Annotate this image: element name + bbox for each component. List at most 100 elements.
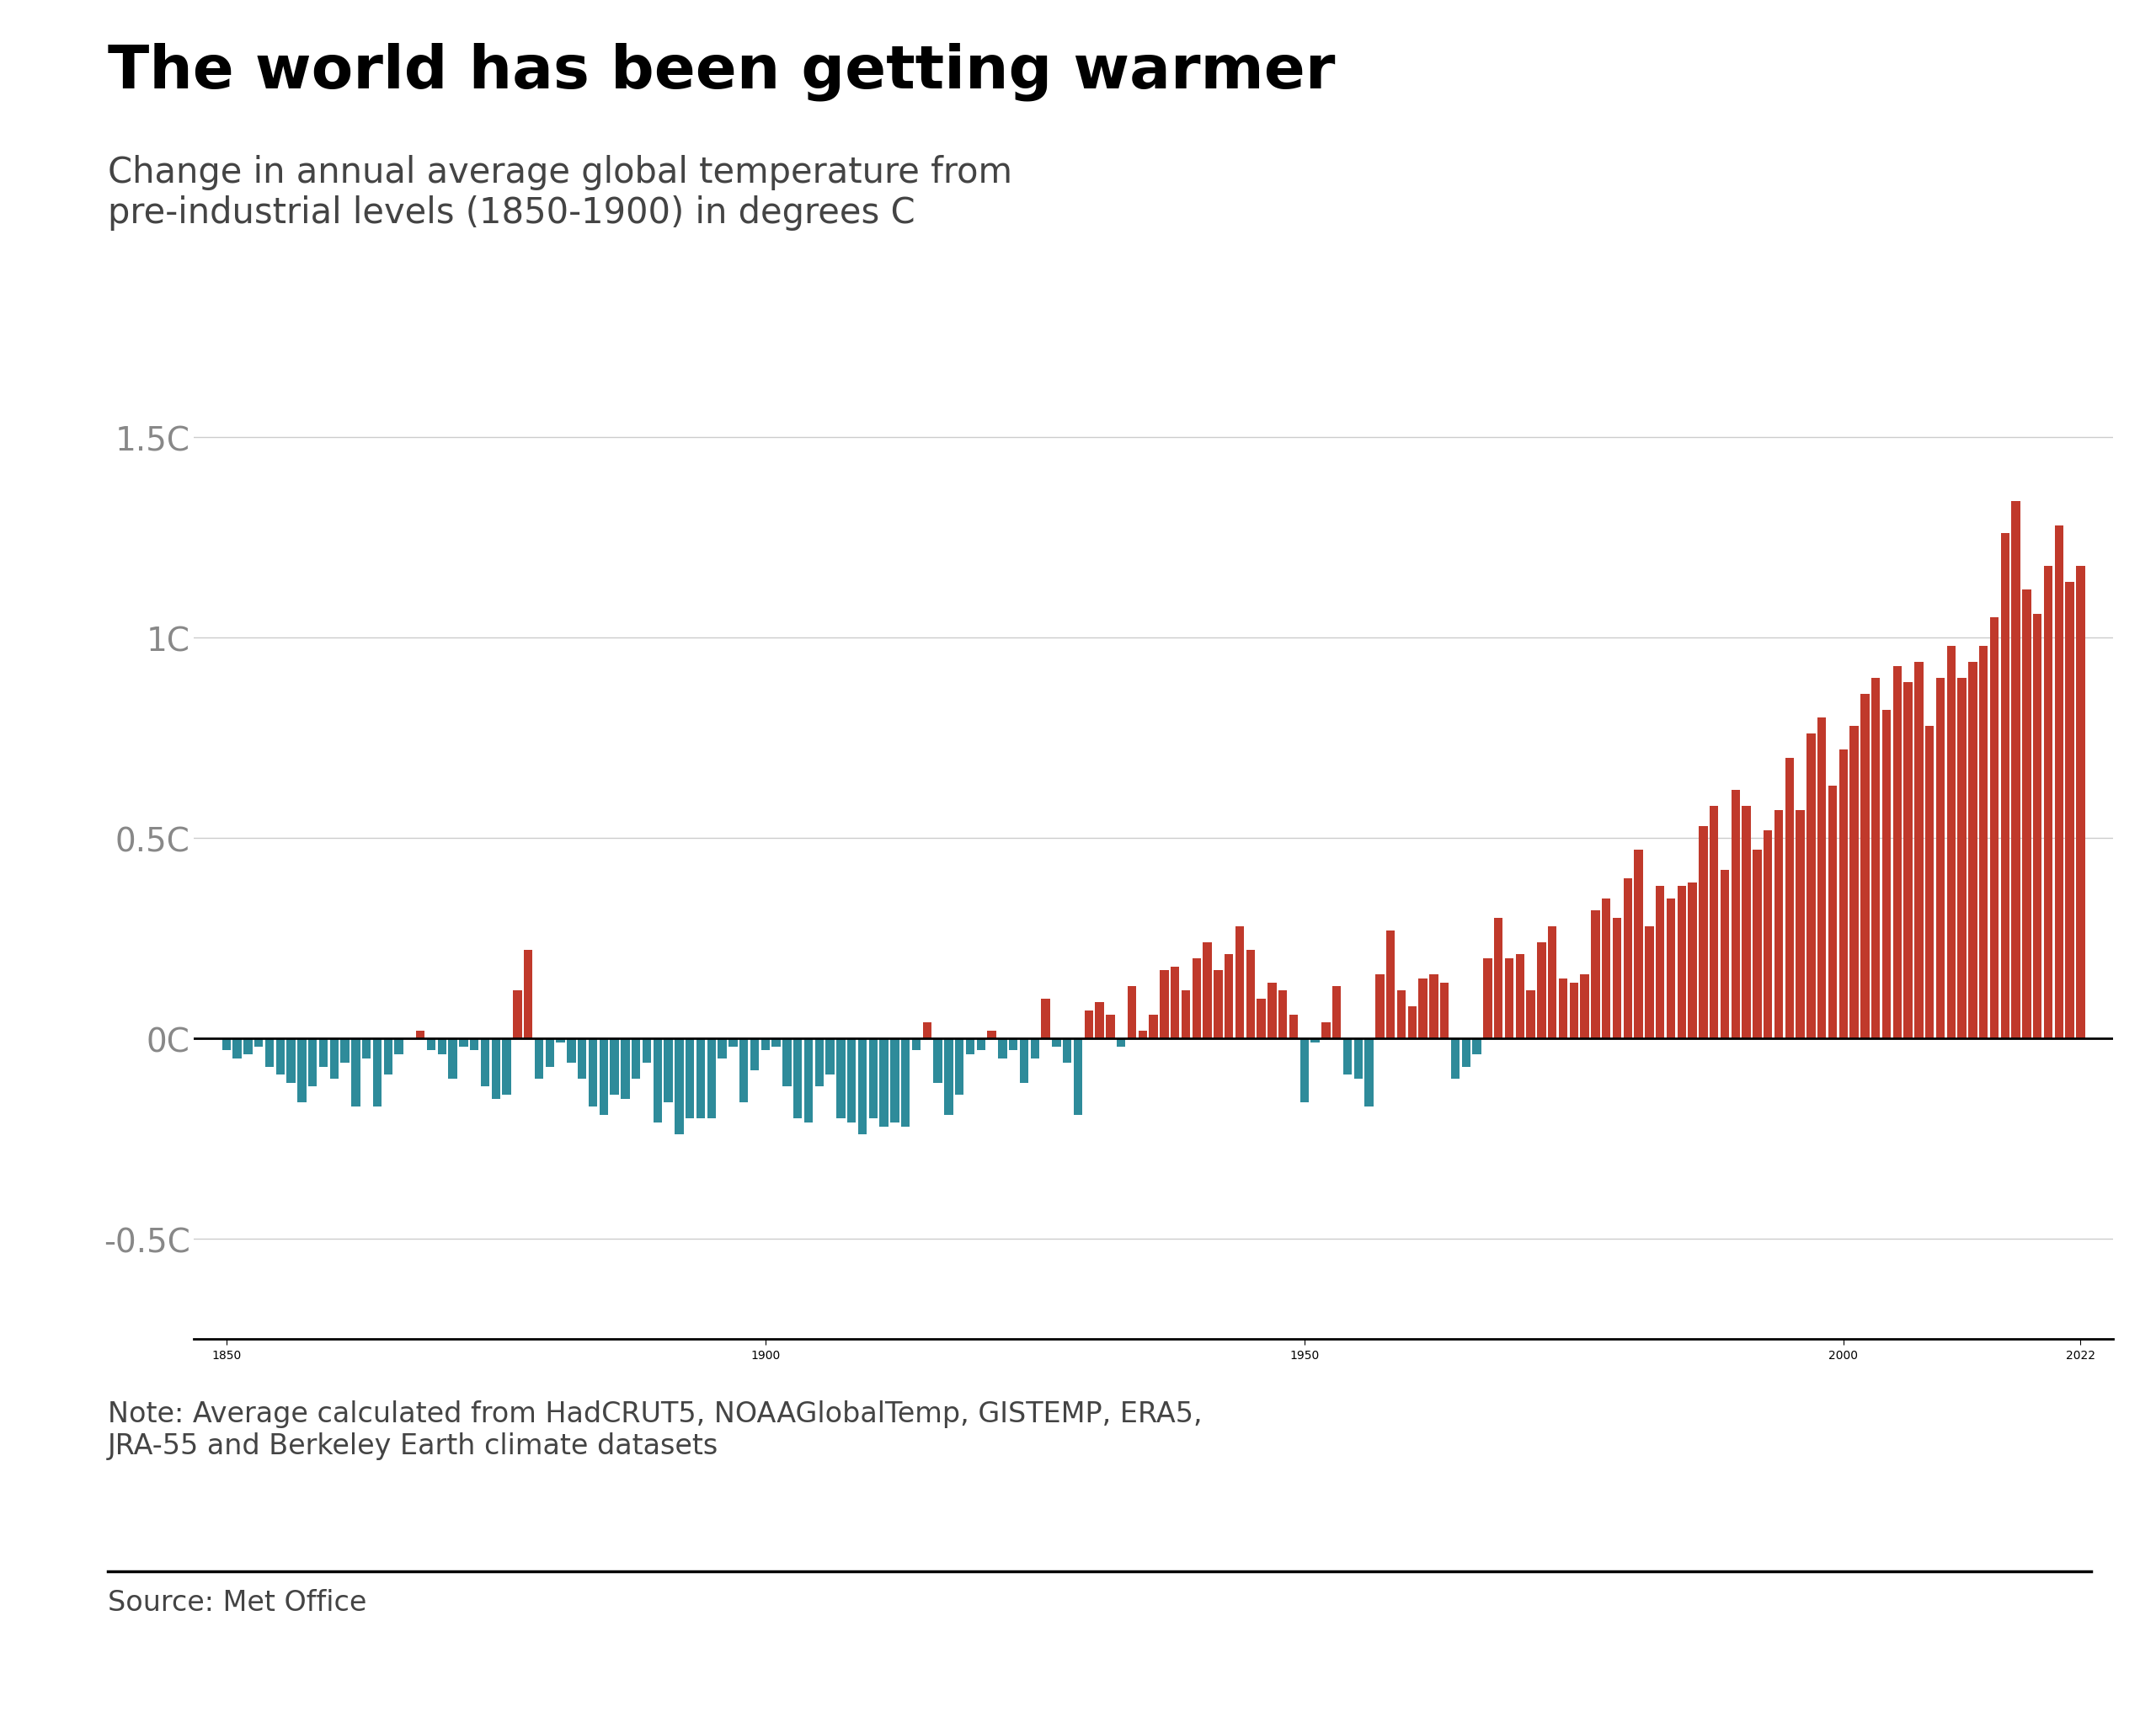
Bar [2001,534,2009,1039]
Bar [1052,1039,1061,1047]
Bar [1505,958,1514,1039]
Bar [632,1039,640,1078]
Bar [1343,1039,1352,1075]
Bar [2055,525,2063,1039]
Bar [1634,850,1643,1039]
Bar [330,1039,338,1078]
Bar [837,1039,845,1119]
Bar [351,1039,360,1107]
Bar [362,1039,371,1059]
Bar [912,1039,921,1051]
Bar [1893,666,1902,1039]
Bar [815,1039,824,1087]
Bar [1041,999,1050,1039]
Bar [804,1039,813,1123]
Bar [1473,1039,1481,1054]
Bar [589,1039,597,1107]
Bar [750,1039,759,1071]
Bar [1397,991,1406,1039]
Bar [1882,711,1891,1039]
Bar [740,1039,748,1102]
Bar [2033,615,2042,1039]
Text: Note: Average calculated from HadCRUT5, NOAAGlobalTemp, GISTEMP, ERA5,
JRA-55 an: Note: Average calculated from HadCRUT5, … [108,1399,1203,1459]
Bar [1074,1039,1082,1114]
Bar [901,1039,910,1126]
Bar [1429,975,1438,1039]
Bar [675,1039,683,1135]
Bar [1753,850,1761,1039]
Bar [308,1039,317,1087]
Bar [1839,750,1848,1039]
Bar [955,1039,964,1095]
Bar [1257,999,1266,1039]
Bar [761,1039,770,1051]
Bar [1225,955,1233,1039]
Bar [1602,898,1611,1039]
Bar [578,1039,586,1078]
Bar [1548,927,1557,1039]
Bar [2012,501,2020,1039]
Bar [1279,991,1287,1039]
Bar [1710,807,1718,1039]
Bar [244,1039,252,1054]
Bar [977,1039,985,1051]
Bar [1559,979,1567,1039]
Bar [1171,967,1179,1039]
Bar [1462,1039,1470,1066]
Bar [1009,1039,1018,1051]
Bar [880,1039,888,1126]
Bar [1138,1030,1147,1039]
Bar [287,1039,295,1083]
Bar [1731,790,1740,1039]
Bar [1289,1015,1298,1039]
Bar [1203,943,1212,1039]
Bar [481,1039,489,1087]
Bar [1968,663,1977,1039]
Bar [1322,1023,1330,1039]
Bar [1613,919,1621,1039]
Bar [1915,663,1923,1039]
Bar [1904,682,1912,1039]
Bar [1807,735,1815,1039]
Bar [1828,786,1837,1039]
Text: B: B [1869,1623,1889,1645]
Bar [1677,886,1686,1039]
Bar [470,1039,479,1051]
Bar [1031,1039,1039,1059]
Bar [998,1039,1007,1059]
Bar [1645,927,1654,1039]
Bar [1990,618,1999,1039]
Bar [826,1039,834,1075]
Bar [2076,567,2085,1039]
Bar [966,1039,975,1054]
Bar [341,1039,349,1063]
Bar [1570,982,1578,1039]
Bar [1526,991,1535,1039]
Bar [513,991,522,1039]
Bar [1160,970,1169,1039]
Text: C: C [2035,1623,2050,1645]
Bar [793,1039,802,1119]
Bar [1483,958,1492,1039]
Bar [1516,955,1524,1039]
Bar [1764,831,1772,1039]
Bar [265,1039,274,1066]
Bar [1095,1003,1104,1039]
Bar [1084,1011,1093,1039]
Bar [707,1039,716,1119]
Bar [1408,1006,1416,1039]
Bar [642,1039,651,1063]
Bar [1311,1039,1319,1042]
Bar [1818,718,1826,1039]
Bar [610,1039,619,1095]
Bar [222,1039,231,1051]
Bar [944,1039,953,1114]
Bar [459,1039,468,1047]
Bar [1688,883,1697,1039]
Bar [1365,1039,1373,1107]
Bar [1925,726,1934,1039]
Bar [1386,931,1395,1039]
Text: The world has been getting warmer: The world has been getting warmer [108,43,1335,101]
Bar [1063,1039,1072,1063]
Bar [1979,646,1988,1039]
